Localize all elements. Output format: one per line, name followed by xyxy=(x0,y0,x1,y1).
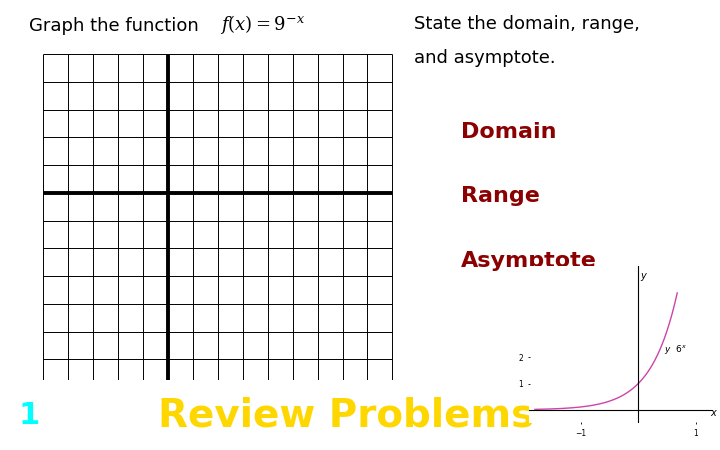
Text: 1: 1 xyxy=(18,400,40,430)
Text: y: y xyxy=(640,271,646,281)
Text: Review Problems: Review Problems xyxy=(158,396,535,434)
Text: Asymptote: Asymptote xyxy=(461,251,597,271)
Text: Range: Range xyxy=(461,186,540,206)
Text: $y \ \ 6^x$: $y \ \ 6^x$ xyxy=(664,343,687,356)
Text: State the domain, range,: State the domain, range, xyxy=(414,15,640,33)
Text: $f(x) = 9^{-x}$: $f(x) = 9^{-x}$ xyxy=(220,14,305,36)
Text: x: x xyxy=(710,408,716,418)
Text: Domain: Domain xyxy=(461,122,557,142)
Text: and asymptote.: and asymptote. xyxy=(414,50,556,68)
Text: Graph the function: Graph the function xyxy=(29,17,199,35)
